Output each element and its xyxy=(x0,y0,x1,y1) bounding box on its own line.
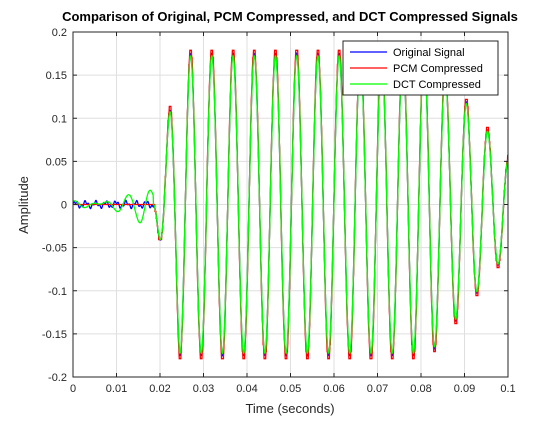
y-tick-label: 0.1 xyxy=(52,113,67,125)
x-tick-label: 0.08 xyxy=(410,383,431,395)
x-tick-label: 0.06 xyxy=(323,383,344,395)
y-axis-label: Amplitude xyxy=(16,176,31,234)
chart-title: Comparison of Original, PCM Compressed, … xyxy=(62,9,518,24)
y-tick-label: -0.15 xyxy=(42,329,67,341)
tick-marks xyxy=(72,31,509,378)
x-tick-label: 0.07 xyxy=(367,383,388,395)
x-tick-label: 0.1 xyxy=(500,383,515,395)
legend-label-original: Original Signal xyxy=(393,47,465,59)
y-tick-label: -0.1 xyxy=(48,286,67,298)
y-tick-label: 0.15 xyxy=(46,70,67,82)
x-tick-label: 0.03 xyxy=(193,383,214,395)
x-tick-label: 0.04 xyxy=(236,383,257,395)
y-tick-label: 0 xyxy=(61,200,67,212)
x-tick-label: 0.09 xyxy=(454,383,475,395)
x-tick-label: 0.01 xyxy=(106,383,127,395)
series-layer xyxy=(72,49,509,360)
x-tick-label: 0.02 xyxy=(149,383,170,395)
x-tick-labels: 0 0.01 0.02 0.03 0.04 0.05 0.06 0.07 0.08 0.09 0.1 xyxy=(70,383,516,395)
y-tick-label: -0.05 xyxy=(42,243,67,255)
y-tick-label: -0.2 xyxy=(48,372,67,384)
x-axis-label: Time (seconds) xyxy=(245,401,334,416)
y-tick-label: 0.05 xyxy=(46,156,67,168)
legend-label-dct: DCT Compressed xyxy=(393,79,481,91)
legend: Original Signal PCM Compressed DCT Compr… xyxy=(342,40,499,96)
legend-label-pcm: PCM Compressed xyxy=(393,63,483,75)
x-tick-label: 0 xyxy=(70,383,76,395)
y-tick-labels: -0.2 -0.15 -0.1 -0.05 0 0.05 0.1 0.15 0.2 xyxy=(42,27,67,384)
x-tick-label: 0.05 xyxy=(280,383,301,395)
series-line-dct xyxy=(72,54,509,355)
y-tick-label: 0.2 xyxy=(52,27,67,39)
